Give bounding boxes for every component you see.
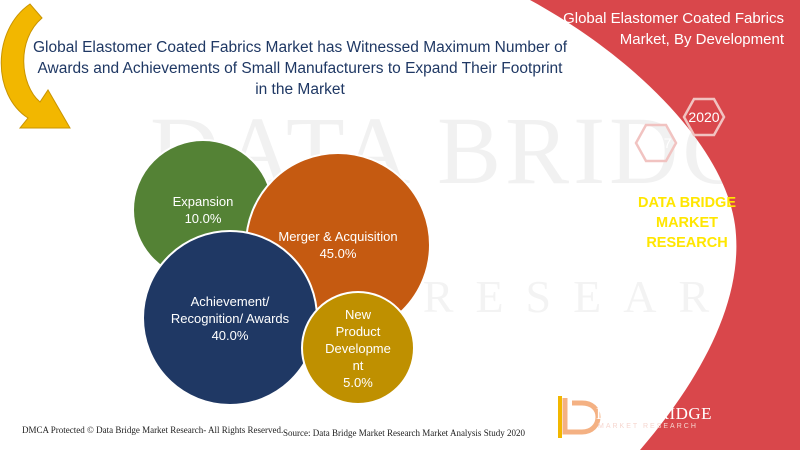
panel-title-line1: Global Elastomer Coated Fabrics	[563, 10, 784, 27]
brand-name: DATA BRIDGE MARKET RESEARCH	[612, 193, 762, 253]
bubble-label-achievement-recognition-awards: Achievement/Recognition/ Awards 40.0%	[147, 293, 313, 344]
chart-title-line2: Awards and Achievements of Small Manufac…	[37, 60, 563, 77]
chart-title-line3: in the Market	[255, 81, 345, 98]
brand-line2: RESEARCH	[646, 235, 728, 251]
panel-title: Global Elastomer Coated Fabrics Market, …	[560, 8, 784, 50]
source-note: Source: Data Bridge Market Research Mark…	[283, 428, 525, 438]
bubble-label-expansion: Expansion 10.0%	[137, 193, 269, 227]
chart-title: Global Elastomer Coated Fabrics Market h…	[30, 37, 570, 100]
bubble-name-line: nt	[352, 357, 364, 373]
bubble-value: 5.0%	[343, 374, 373, 390]
year-end: 2027	[640, 135, 672, 151]
logo-name: DATA BRIDGE	[596, 404, 713, 423]
red-panel-shape	[530, 0, 800, 450]
year-start: 2020	[688, 109, 720, 125]
copyright-notice: DMCA Protected © Data Bridge Market Rese…	[22, 425, 284, 435]
bubble-value: 10.0%	[184, 211, 222, 226]
curved-arrow-icon	[0, 3, 71, 129]
chart-title-line1: Global Elastomer Coated Fabrics Market h…	[32, 39, 568, 56]
hexagon-2020	[682, 97, 726, 137]
bubble-name-line: Product	[335, 323, 381, 339]
bubble-name-line: Recognition/ Awards	[170, 310, 290, 326]
bubble-name-line: New	[344, 306, 371, 322]
hexagon-2027	[634, 123, 678, 163]
logo-tagline: MARKET RESEARCH	[598, 423, 698, 430]
bubble-value: 45.0%	[319, 246, 357, 261]
logo-icon	[558, 396, 601, 438]
brand-line1: DATA BRIDGE MARKET	[637, 195, 736, 231]
bubble-name-line: Expansion	[172, 194, 234, 209]
bubble-new-product-development	[301, 291, 415, 405]
bubble-label-new-product-development: New Product Developme nt 5.0%	[306, 306, 410, 391]
panel-title-line2: Market, By Development	[619, 31, 784, 48]
bubble-name-line: Developme	[325, 340, 391, 356]
bubble-name-line: Merger & Acquisition	[278, 229, 398, 244]
bubble-name-line: Achievement/	[190, 293, 270, 309]
bubble-value: 40.0%	[211, 327, 249, 343]
bubble-label-merger-acquisition: Merger & Acquisition 45.0%	[250, 228, 426, 262]
